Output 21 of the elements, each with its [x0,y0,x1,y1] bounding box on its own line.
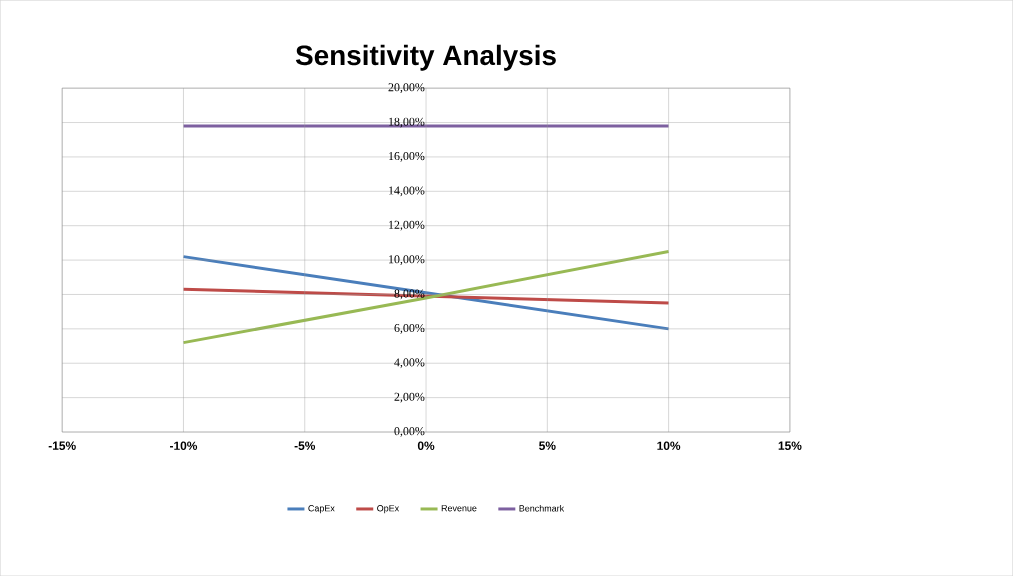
x-tick-label: 15% [778,441,802,450]
x-tick-label: 0% [417,441,435,450]
y-tick-label: 2,00% [394,392,425,403]
legend-label: Revenue [441,505,477,512]
legend-label: Benchmark [519,504,565,512]
y-tick-label: 6,00% [394,323,425,334]
y-tick-label: 4,00% [394,358,425,369]
y-tick-label: 16,00% [389,151,425,162]
x-tick-label: 10% [657,441,681,450]
x-tick-label: 5% [539,441,556,450]
x-tick-label: -15% [48,441,76,450]
legend-label: CapEx [308,505,335,514]
legend-label: OpEx [377,505,400,514]
y-tick-label: 0,00% [394,427,425,437]
y-tick-label: 14,00% [389,186,425,197]
y-tick-label: 12,00% [389,220,425,231]
x-tick-label: -5% [294,441,316,450]
x-tick-label: -10% [169,441,198,450]
chart-title: Sensitivity Analysis [295,44,556,71]
y-tick-label: 10,00% [389,255,425,265]
y-tick-label: 20,00% [388,83,425,93]
